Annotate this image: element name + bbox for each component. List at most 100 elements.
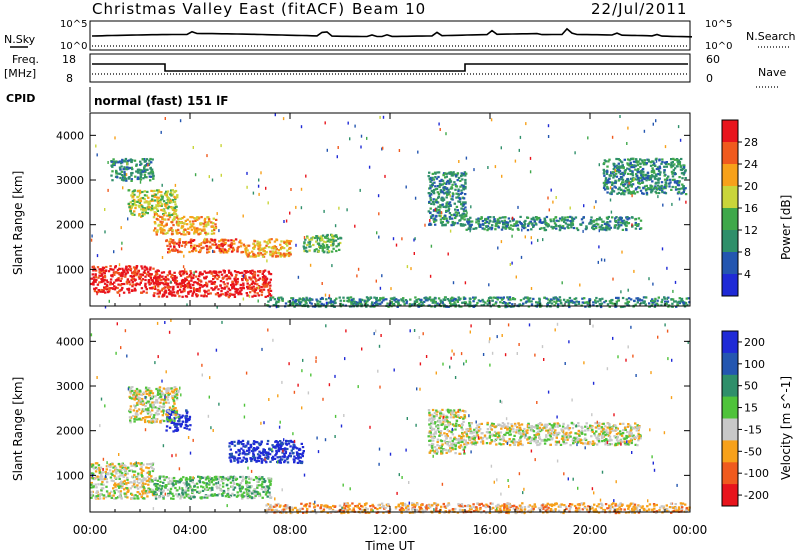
echo-cell xyxy=(102,266,106,269)
echo-cell xyxy=(466,303,470,307)
noise-cell xyxy=(685,200,687,204)
echo-cell xyxy=(660,181,664,184)
echo-cell xyxy=(139,281,142,284)
echo-cell xyxy=(112,162,116,165)
echo-cell xyxy=(198,481,202,484)
echo-cell xyxy=(185,272,189,275)
echo-cell xyxy=(227,296,231,299)
echo-cell xyxy=(229,481,233,484)
echo-cell xyxy=(123,479,126,482)
echo-cell xyxy=(654,173,658,176)
echo-cell xyxy=(183,483,187,486)
echo-cell xyxy=(615,302,618,305)
noise-cell xyxy=(325,301,328,305)
echo-cell xyxy=(156,196,159,199)
echo-cell xyxy=(161,490,164,494)
echo-cell xyxy=(141,211,144,214)
echo-cell xyxy=(154,491,157,494)
echo-cell xyxy=(206,283,209,286)
echo-cell xyxy=(601,297,604,300)
echo-cell xyxy=(200,273,204,276)
echo-cell xyxy=(212,281,215,284)
echo-cell xyxy=(168,242,171,246)
echo-cell xyxy=(261,485,264,488)
echo-cell xyxy=(221,250,224,253)
echo-cell xyxy=(174,425,177,428)
echo-cell xyxy=(310,302,313,305)
echo-cell xyxy=(117,277,120,280)
echo-cell xyxy=(126,159,129,162)
echo-cell xyxy=(144,482,147,485)
echo-cell xyxy=(145,194,149,197)
echo-cell xyxy=(163,218,166,221)
echo-cell xyxy=(177,283,180,286)
noise-cell xyxy=(275,305,278,309)
echo-cell xyxy=(102,276,105,279)
echo-cell xyxy=(117,462,121,466)
echo-cell xyxy=(612,182,615,185)
echo-cell xyxy=(310,238,314,241)
echo-cell xyxy=(232,457,236,460)
echo-cell xyxy=(160,195,164,198)
echo-cell xyxy=(228,247,231,251)
echo-cell xyxy=(375,303,378,306)
echo-cell xyxy=(121,161,124,164)
echo-cell xyxy=(256,484,259,487)
echo-cell xyxy=(466,220,469,223)
noise-cell xyxy=(220,173,222,177)
echo-cell xyxy=(199,232,202,235)
echo-cell xyxy=(680,187,683,190)
echo-cell xyxy=(155,213,158,216)
echo-cell xyxy=(253,244,257,247)
echo-cell xyxy=(253,459,257,462)
echo-cell xyxy=(230,250,234,253)
echo-cell xyxy=(432,190,435,193)
noise-cell xyxy=(424,223,426,227)
echo-cell xyxy=(147,208,150,211)
echo-cell xyxy=(114,485,117,488)
echo-cell xyxy=(614,217,617,220)
echo-cell xyxy=(164,193,167,196)
echo-cell xyxy=(214,293,218,296)
echo-cell xyxy=(156,269,160,272)
echo-cell xyxy=(485,220,489,223)
noise-cell xyxy=(260,171,262,175)
echo-cell xyxy=(139,200,143,203)
echo-cell xyxy=(459,185,462,188)
echo-cell xyxy=(97,497,101,500)
echo-cell xyxy=(254,476,258,479)
echo-cell xyxy=(129,481,132,484)
echo-cell xyxy=(443,214,447,217)
noise-cell xyxy=(354,124,356,128)
echo-cell xyxy=(318,300,322,303)
echo-cell xyxy=(158,281,161,284)
echo-cell xyxy=(141,492,145,495)
echo-cell xyxy=(253,282,257,285)
echo-cell xyxy=(126,472,129,475)
echo-cell xyxy=(494,296,497,299)
noise-cell xyxy=(626,142,628,145)
echo-cell xyxy=(339,302,342,305)
echo-cell xyxy=(287,300,290,303)
echo-cell xyxy=(550,225,553,228)
echo-cell xyxy=(233,295,237,298)
echo-cell xyxy=(172,421,175,424)
echo-cell xyxy=(614,305,617,308)
echo-cell xyxy=(204,494,208,497)
echo-cell xyxy=(464,206,467,209)
echo-cell xyxy=(279,255,282,258)
echo-cell xyxy=(302,245,305,248)
echo-cell xyxy=(154,277,157,280)
echo-cell xyxy=(113,288,117,291)
echo-cell xyxy=(464,174,467,177)
echo-cell xyxy=(103,279,106,282)
echo-cell xyxy=(138,492,142,496)
echo-cell xyxy=(180,291,183,294)
y-tick-label: 4000 xyxy=(56,129,84,142)
echo-cell xyxy=(142,177,145,180)
echo-cell xyxy=(209,489,212,492)
echo-cell xyxy=(275,239,279,242)
echo-cell xyxy=(101,480,104,484)
echo-cell xyxy=(635,158,638,161)
echo-cell xyxy=(598,216,601,219)
